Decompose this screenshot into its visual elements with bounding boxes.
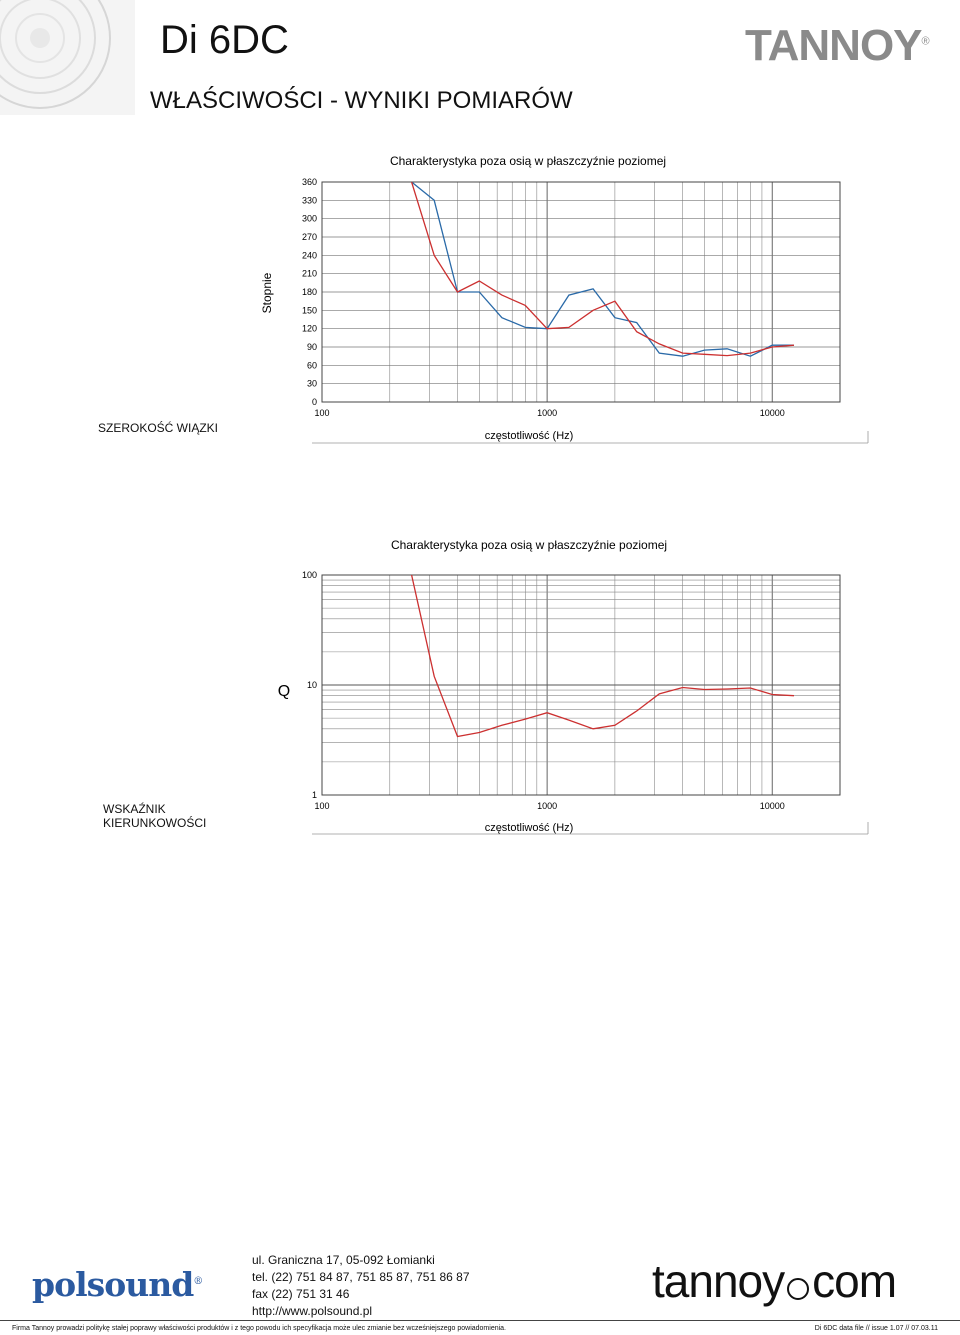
c1-y-tick-label: 270 [302,232,317,242]
section-label-directivity-line2: KIERUNKOWOŚCI [103,816,207,831]
c1-y-tick-label: 330 [302,195,317,205]
registered-mark: ® [921,35,930,48]
c1-y-tick-label: 300 [302,214,317,224]
footer-web-link[interactable]: http://www.polsound.pl [252,1304,373,1318]
c1-y-tick-label: 30 [307,379,317,389]
beamwidth-chart: Charakterystyka poza osią w płaszczyźnie… [260,154,869,444]
c1-x-tick-label: 1000 [537,408,557,418]
chart2-grid [321,574,841,796]
chart2-title: Charakterystyka poza osią w płaszczyźnie… [391,538,667,552]
c1-y-tick-label: 360 [302,177,317,187]
section-label-beamwidth: SZEROKOŚĆ WIĄZKI [98,421,219,435]
section-label-directivity: WSKAŹNIK KIERUNKOWOŚCI [103,802,206,831]
tannoy-logo: TANNOY® [745,21,930,70]
c2-frame [321,574,841,796]
chart2-xlabel: częstotliwość (Hz) [485,822,574,834]
chart1-title: Charakterystyka poza osią w płaszczyźnie… [390,154,666,168]
c1-x-tick-label: 100 [314,408,329,418]
chart2-series [410,575,795,738]
c1-y-tick-label: 150 [302,305,317,315]
footer-contact: ul. Graniczna 17, 05-092 Łomianki tel. (… [252,1252,470,1320]
c2-y-tick-label: 100 [302,570,317,580]
document-id: Di 6DC data file // issue 1.07 // 07.03.… [814,1325,938,1332]
directivity-chart: Charakterystyka poza osią w płaszczyźnie… [278,538,869,835]
c1-y-tick-label: 0 [312,397,317,407]
c1-x-tick-label: 10000 [760,408,785,418]
chart1-series [410,182,795,357]
polsound-logo-text: polsound [32,1265,194,1304]
speaker-cone-graphic [0,0,135,115]
c2-x-tick-label: 100 [314,801,329,811]
c1-frame [321,181,841,403]
tannoy-url-left: tannoy [652,1255,785,1307]
chart1-ylabel: Stopnie [260,272,274,313]
c1-y-tick-label: 180 [302,287,317,297]
section-label-directivity-line1: WSKAŹNIK [103,802,166,816]
footer-fax-line: fax (22) 751 31 46 [252,1287,350,1301]
c1-y-tick-label: 120 [302,324,317,334]
tannoy-logo-text: TANNOY [745,21,923,70]
c1-y-tick-label: 60 [307,360,317,370]
tannoy-url-right: com [812,1255,897,1307]
c1-series-line-1 [410,182,795,357]
chart1-grid [321,181,841,403]
chart2-x-ticks: 100 1000 10000 [314,801,784,811]
tannoy-dot-icon [787,1277,810,1300]
model-title: Di 6DC [160,18,289,62]
footer-divider [0,1320,960,1321]
chart1-xlabel: częstotliwość (Hz) [485,430,574,442]
c2-x-tick-label: 10000 [760,801,785,811]
tannoy-url[interactable]: tannoy com [652,1255,897,1307]
c2-series-line-0 [410,575,795,738]
c2-y-tick-label: 1 [312,790,317,800]
chart1-x-ticks: 100 1000 10000 [314,408,784,418]
c1-series-line-0 [411,182,794,357]
c1-y-tick-label: 210 [302,269,317,279]
chart2-ylabel: Q [278,683,290,700]
footer-address-line: ul. Graniczna 17, 05-092 Łomianki [252,1253,435,1267]
c1-y-tick-label: 240 [302,250,317,260]
c2-x-tick-label: 1000 [537,801,557,811]
polsound-logo: polsound® [32,1265,203,1304]
page-heading: WŁAŚCIWOŚCI - WYNIKI POMIARÓW [150,87,573,114]
chart2-y-ticks: 100 10 1 [302,570,317,800]
c1-y-tick-label: 90 [307,342,317,352]
polsound-registered-mark: ® [193,1276,203,1287]
footer-tel-line: tel. (22) 751 84 87, 751 85 87, 751 86 8… [252,1270,470,1284]
footer-disclaimer: Firma Tannoy prowadzi politykę stałej po… [12,1325,506,1332]
c2-y-tick-label: 10 [307,680,317,690]
